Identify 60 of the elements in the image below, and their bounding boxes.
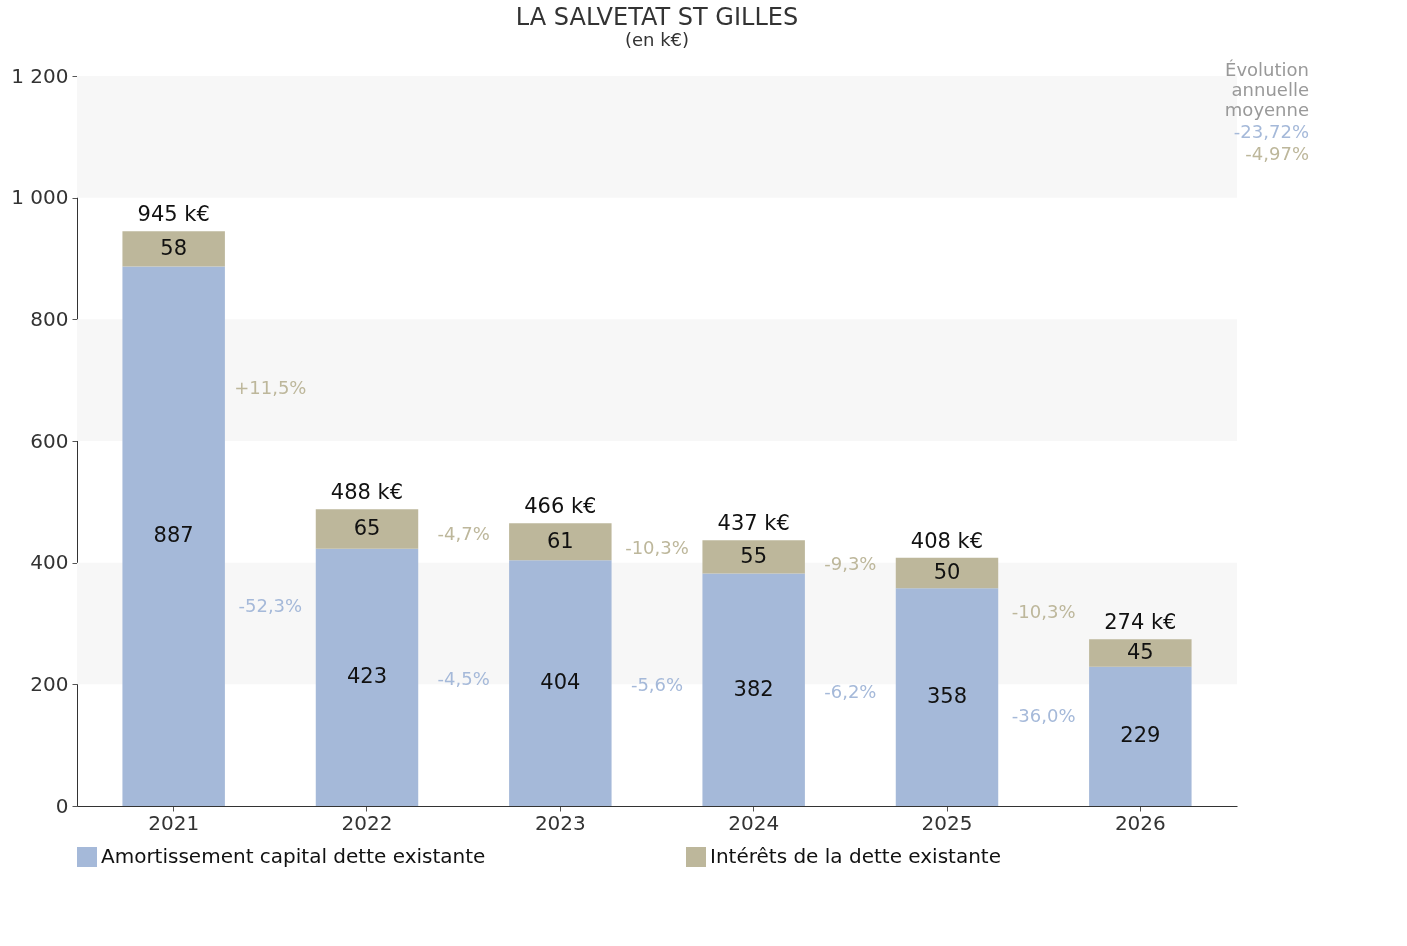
y-tick-label: 600: [30, 428, 69, 453]
x-tick-label: 2021: [148, 810, 200, 835]
annotation: -36,0%: [1011, 704, 1076, 726]
data-label: 45: [1126, 640, 1154, 664]
data-label: 423: [346, 664, 388, 689]
data-label: 887: [153, 523, 194, 548]
total-label: 274 k€: [1104, 610, 1177, 635]
data-label: 404: [540, 670, 581, 695]
bar: [895, 588, 999, 806]
legend-label: Intérêts de la dette existante: [710, 844, 1001, 868]
annotation: -10,3%: [1011, 601, 1076, 623]
data-label: 55: [740, 543, 768, 568]
annotation: -6,2%: [824, 681, 877, 703]
y-tick-label: 1 000: [11, 185, 69, 210]
data-label: 50: [933, 560, 961, 585]
data-label: 58: [160, 235, 188, 260]
annotation: -9,3%: [824, 552, 877, 574]
annotation: -5,6%: [630, 674, 684, 696]
y-tick-label: 400: [30, 550, 69, 575]
bar: [122, 231, 225, 267]
data-label: 382: [733, 676, 774, 701]
annotation: -4,5%: [437, 668, 490, 690]
text: -4,97%: [1245, 143, 1309, 164]
total-label: 466 k€: [524, 494, 597, 519]
data-label: 229: [1120, 723, 1161, 748]
y-tick-label: 1 200: [11, 63, 69, 88]
x-tick-label: 2022: [341, 810, 393, 835]
chart-subtitle: (en k€): [624, 29, 690, 50]
data-label: 65: [353, 515, 381, 540]
x-tick-label: 2023: [534, 810, 586, 835]
annotation: -23,72%: [1233, 121, 1309, 142]
bar: [702, 540, 805, 574]
bar: [509, 560, 612, 806]
total-label: 408 k€: [910, 528, 984, 553]
chart-title: LA SALVETAT ST GILLES: [515, 3, 799, 31]
total-label: 488 k€: [330, 480, 404, 505]
x-tick-label: 2025: [921, 810, 973, 835]
bar: [122, 266, 225, 806]
bar: [895, 557, 999, 589]
annotation: -10,3%: [625, 537, 689, 559]
bar: [315, 548, 419, 806]
x-tick-label: 2026: [1114, 810, 1166, 835]
legend-label: Amortissement capital dette existante: [101, 844, 486, 868]
y-tick-label: 0: [55, 793, 69, 818]
bar: [509, 523, 612, 561]
y-tick-label: 200: [30, 671, 69, 696]
annotation: -52,3%: [238, 594, 303, 616]
bar: [702, 573, 805, 806]
total-label: 437 k€: [717, 511, 790, 536]
annotation: Évolution annuelle moyenne: [1224, 59, 1309, 120]
total-label: 945 k€: [137, 202, 210, 227]
annotation: -4,7%: [437, 523, 490, 545]
y-tick-label: 800: [30, 306, 69, 331]
bar: [1089, 666, 1192, 806]
annotation: +11,5%: [234, 376, 307, 398]
data-label: 61: [546, 528, 574, 553]
bar: [315, 509, 419, 549]
data-label: 358: [926, 684, 968, 709]
x-tick-label: 2024: [728, 810, 780, 835]
bar: [1089, 639, 1192, 667]
